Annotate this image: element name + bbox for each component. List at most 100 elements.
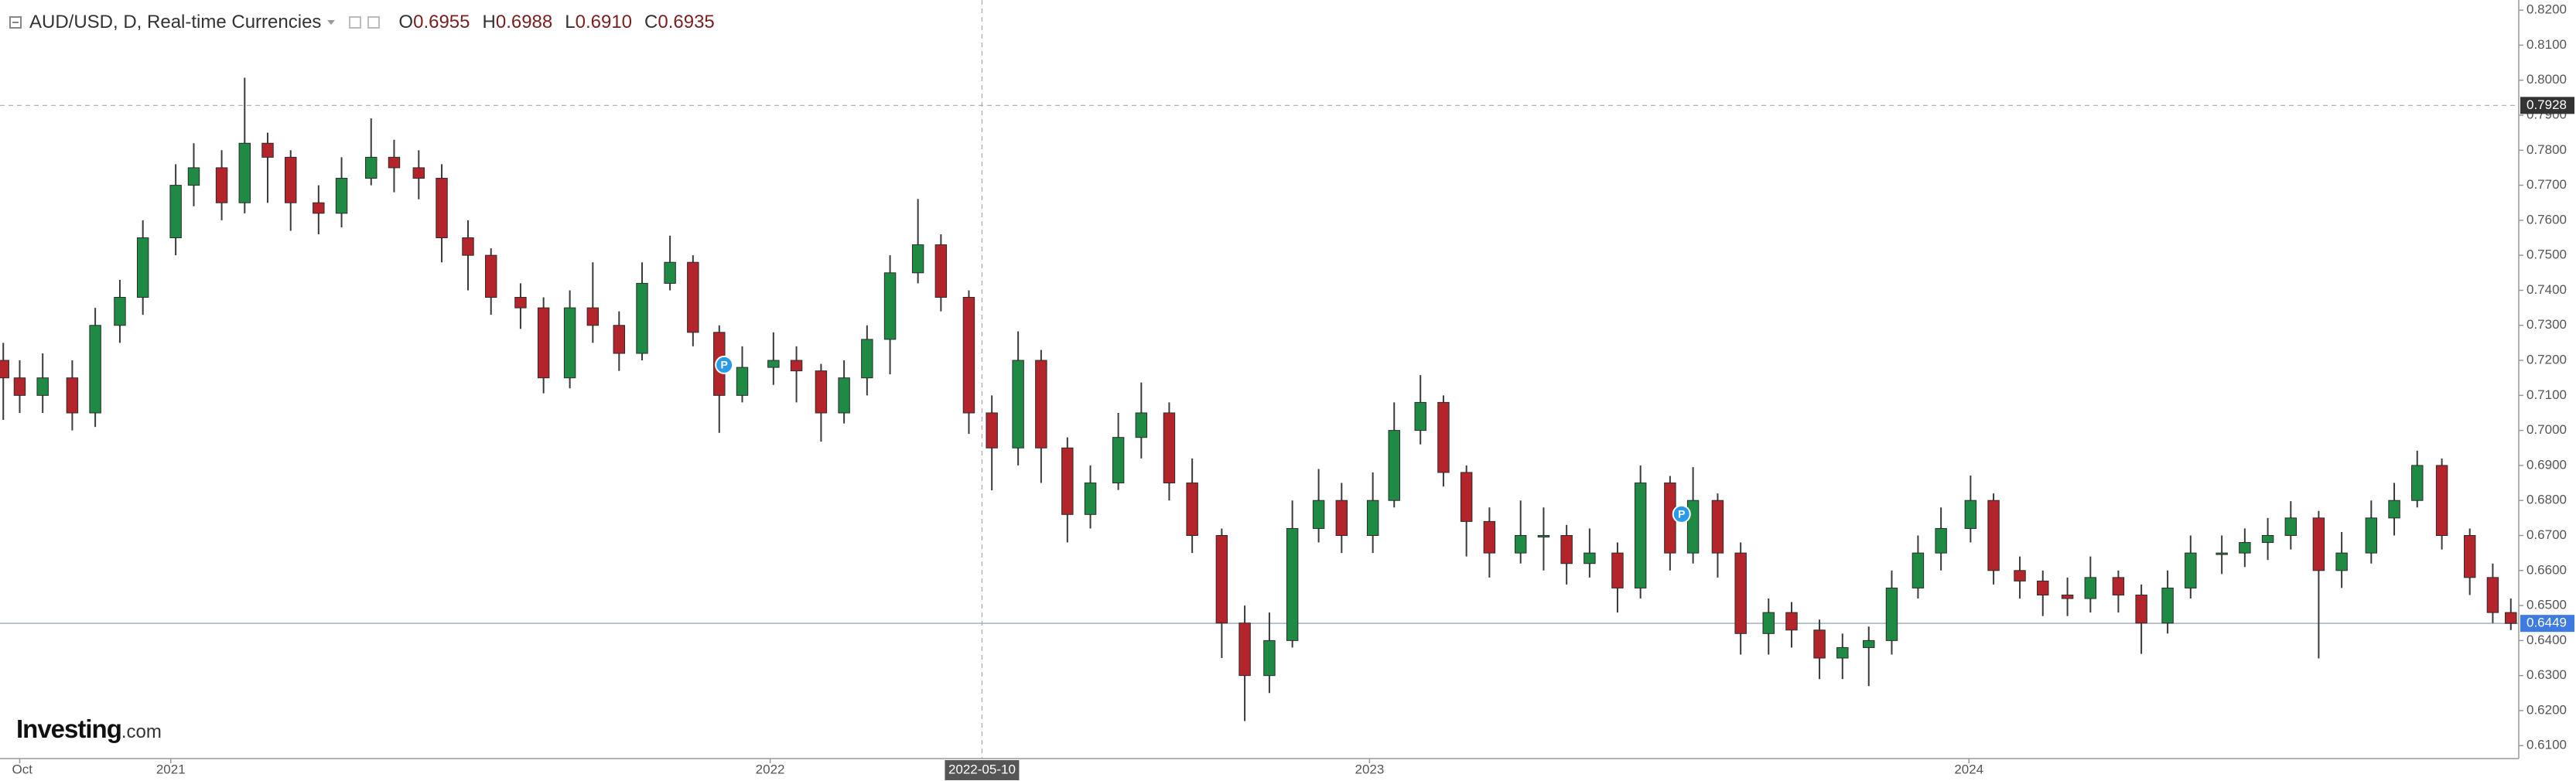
candle-body (1414, 401, 1426, 431)
candle-body (1460, 472, 1473, 522)
candle-body (838, 377, 850, 414)
x-tick-label: 2021 (156, 762, 186, 776)
candle-body (537, 307, 550, 379)
ohlc-key: H (482, 12, 496, 32)
x-tick-label: Oct (12, 762, 32, 776)
candle-body (1964, 500, 1977, 529)
candle-body (1437, 401, 1450, 473)
y-tick-label: 0.7300 (2526, 317, 2567, 332)
candle-body (1186, 483, 1198, 536)
candle-body (1312, 500, 1325, 529)
candle-body (2135, 594, 2147, 624)
candle-body (1163, 412, 1176, 484)
logo-suffix: .com (121, 721, 162, 742)
candle-body (238, 142, 251, 203)
candle-body (636, 282, 648, 354)
candle-body (934, 244, 948, 298)
candle-body (563, 307, 576, 379)
event-marker-label: P (1678, 508, 1685, 520)
candle-body (2239, 542, 2251, 554)
candle-body (2284, 517, 2298, 536)
candle-body (1514, 534, 1527, 554)
candle-body (1560, 534, 1573, 564)
candle-body (1935, 527, 1947, 554)
candle-body (0, 360, 9, 379)
candle-body (114, 297, 126, 326)
collapse-icon[interactable] (9, 16, 22, 29)
candle-body (861, 339, 873, 379)
candle-body (514, 297, 527, 309)
candle-body (1238, 622, 1251, 677)
y-tick-label: 0.8200 (2526, 2, 2567, 17)
candle-body (1366, 500, 1379, 536)
x-tick-label: 2024 (1954, 762, 1983, 776)
crosshair-date-label: 2022-05-10 (948, 762, 1016, 776)
candle-body (2505, 612, 2517, 624)
candle-body (89, 325, 101, 414)
candle-body (484, 254, 497, 298)
y-tick-label: 0.6600 (2526, 562, 2567, 577)
y-tick-label: 0.6200 (2526, 702, 2567, 717)
candle-body (1762, 612, 1775, 634)
settings-icon[interactable] (349, 16, 362, 29)
y-tick-label: 0.6800 (2526, 493, 2567, 507)
candle-body (613, 325, 626, 354)
y-tick-label: 0.7500 (2526, 247, 2567, 262)
candle-body (169, 185, 182, 239)
candle-body (736, 367, 749, 396)
logo-name: Investing (16, 714, 122, 743)
candle-body (815, 370, 828, 414)
ohlc-value: 0.6988 (495, 12, 553, 32)
candle-body (1863, 639, 1875, 648)
x-tick-label: 2022 (756, 762, 785, 776)
ohlc-value: 0.6955 (413, 12, 470, 32)
ohlc-value: 0.6910 (575, 12, 633, 32)
candle-body (1483, 520, 1496, 554)
event-marker-label: P (720, 359, 727, 371)
ohlc-key: L (565, 12, 576, 32)
event-marker (1672, 504, 1691, 524)
candle-body (2216, 552, 2228, 555)
crosshair-price-label: 0.7928 (2526, 97, 2567, 112)
candle-body (365, 156, 378, 179)
candle-body (412, 167, 425, 179)
candle-body (1263, 639, 1276, 677)
candle-body (261, 142, 274, 158)
candle-body (1734, 552, 1747, 634)
candle-body (2185, 552, 2197, 588)
candle-body (13, 377, 26, 396)
candle-body (1912, 552, 1925, 588)
dropdown-caret[interactable] (327, 20, 336, 25)
candle-body (1112, 437, 1125, 484)
last-price-label: 0.6449 (2526, 616, 2567, 630)
candle-body (313, 202, 325, 214)
y-tick-label: 0.6100 (2526, 738, 2567, 752)
candle-body (1987, 500, 2000, 571)
candle-body (1584, 552, 1596, 564)
candle-body (962, 297, 975, 414)
candle-body (2435, 465, 2448, 536)
candle-body (1785, 612, 1798, 631)
candle-body (285, 156, 297, 203)
y-tick-label: 0.6300 (2526, 667, 2567, 682)
candle-body (1215, 534, 1228, 624)
candle-body (2335, 552, 2348, 571)
candle-body (187, 167, 200, 186)
candle-body (790, 360, 803, 372)
candle-body (2037, 580, 2049, 595)
y-tick-label: 0.6900 (2526, 457, 2567, 472)
candle-body (36, 377, 49, 396)
candle-body (136, 237, 149, 298)
candle-body (664, 261, 676, 284)
candle-body (1035, 360, 1047, 448)
close-icon[interactable] (367, 16, 381, 29)
candle-body (2486, 577, 2499, 613)
candle-body (388, 156, 401, 169)
candle-body (1634, 483, 1647, 588)
candle-body (1012, 360, 1024, 448)
candle-body (1084, 483, 1097, 515)
y-tick-label: 0.8000 (2526, 72, 2567, 87)
candle-body (335, 178, 348, 214)
crosshair-date-box (945, 760, 1020, 780)
